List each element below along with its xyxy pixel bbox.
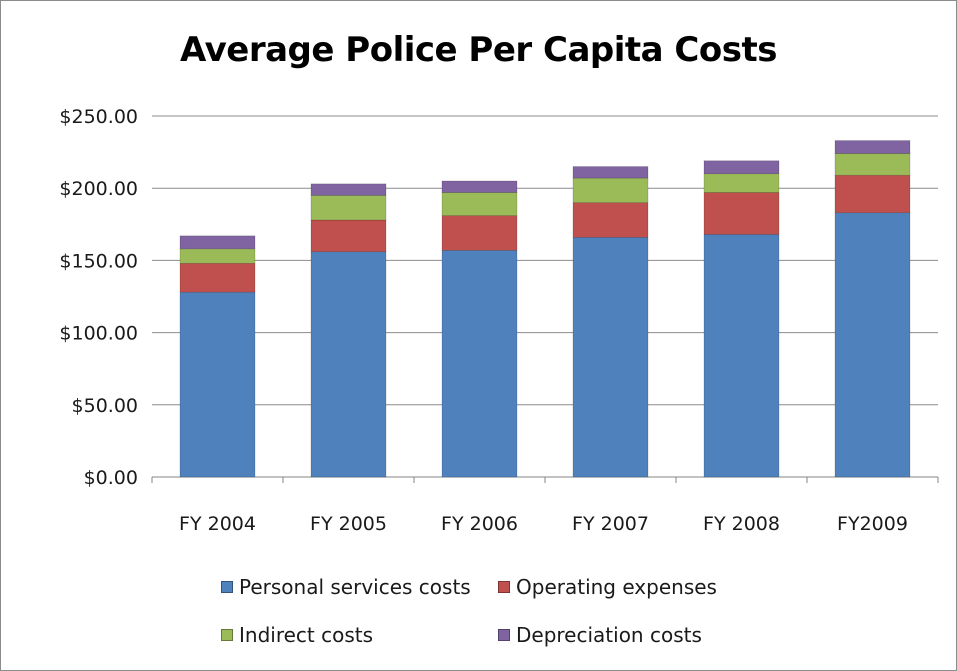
x-tick-label: FY 2008 xyxy=(703,513,780,535)
bar-segment-personal-services-costs xyxy=(441,249,518,478)
bar-segment-indirect-costs xyxy=(179,248,256,264)
legend-swatch-indirect-costs xyxy=(221,629,233,641)
y-tick-label: $50.00 xyxy=(72,395,138,417)
legend-label-operating-expenses: Operating expenses xyxy=(516,575,717,599)
legend-swatch-depreciation-costs xyxy=(498,629,510,641)
legend-swatch-operating-expenses xyxy=(498,581,510,593)
bar-segment-indirect-costs xyxy=(310,195,387,221)
x-tick-label: FY 2006 xyxy=(441,513,518,535)
bar-segment-indirect-costs xyxy=(703,173,780,193)
legend-item-indirect-costs: Indirect costs xyxy=(221,623,373,647)
bar-segment-depreciation-costs xyxy=(703,160,780,175)
legend-item-operating-expenses: Operating expenses xyxy=(498,575,717,599)
x-tick-label: FY2009 xyxy=(837,513,908,535)
bar-segment-operating-expenses xyxy=(703,192,780,235)
y-tick-label: $200.00 xyxy=(59,178,138,200)
bar-segment-indirect-costs xyxy=(572,177,649,203)
legend-label-personal-services: Personal services costs xyxy=(239,575,471,599)
bar-segment-personal-services-costs xyxy=(834,212,911,478)
bar-segment-personal-services-costs xyxy=(310,251,387,478)
legend-item-personal-services: Personal services costs xyxy=(221,575,471,599)
bar-segment-personal-services-costs xyxy=(703,234,780,478)
bar-segment-indirect-costs xyxy=(834,153,911,176)
bar-segment-personal-services-costs xyxy=(572,236,649,478)
bar-segment-operating-expenses xyxy=(179,262,256,293)
bar-segment-depreciation-costs xyxy=(179,235,256,250)
bar-segment-depreciation-costs xyxy=(572,166,649,179)
bar-segment-operating-expenses xyxy=(572,202,649,238)
y-tick-label: $250.00 xyxy=(59,106,138,128)
bar-segment-personal-services-costs xyxy=(179,291,256,478)
legend-swatch-personal-services xyxy=(221,581,233,593)
chart-title: Average Police Per Capita Costs xyxy=(180,30,777,70)
x-tick-label: FY 2005 xyxy=(310,513,387,535)
bar-segment-indirect-costs xyxy=(441,192,518,216)
y-tick-label: $150.00 xyxy=(59,250,138,272)
legend-label-indirect-costs: Indirect costs xyxy=(239,623,374,647)
y-tick-label: $100.00 xyxy=(59,323,138,345)
bar-segment-depreciation-costs xyxy=(310,183,387,196)
bar-segment-depreciation-costs xyxy=(834,140,911,154)
bar-segment-operating-expenses xyxy=(834,174,911,214)
bar-segment-operating-expenses xyxy=(310,219,387,253)
x-tick-label: FY 2004 xyxy=(179,513,256,535)
bar-segment-operating-expenses xyxy=(441,215,518,251)
legend-label-depreciation-costs: Depreciation costs xyxy=(516,623,702,647)
bar-segment-depreciation-costs xyxy=(441,180,518,193)
x-tick-label: FY 2007 xyxy=(572,513,649,535)
y-tick-label: $0.00 xyxy=(84,467,138,489)
legend-item-depreciation-costs: Depreciation costs xyxy=(498,623,702,647)
